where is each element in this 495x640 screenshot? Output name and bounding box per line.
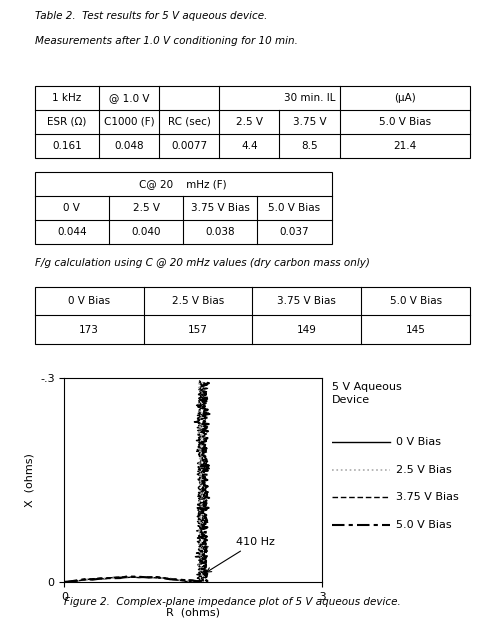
Text: ESR (Ω): ESR (Ω) [47,117,87,127]
Text: 149: 149 [297,324,317,335]
Text: 0.0077: 0.0077 [171,141,207,151]
Text: Table 2.  Test results for 5 V aqueous device.: Table 2. Test results for 5 V aqueous de… [35,11,267,20]
Text: 8.5: 8.5 [301,141,318,151]
Text: Measurements after 1.0 V conditioning for 10 min.: Measurements after 1.0 V conditioning fo… [35,36,297,46]
Text: 0.044: 0.044 [57,227,87,237]
Text: 3.75 V Bias: 3.75 V Bias [278,296,336,306]
Text: 0.037: 0.037 [280,227,309,237]
Text: 3.75 V: 3.75 V [293,117,326,127]
Text: (μA): (μA) [394,93,416,103]
Text: 3.75 V Bias: 3.75 V Bias [396,492,459,502]
Text: 5.0 V Bias: 5.0 V Bias [390,296,442,306]
Text: 4.4: 4.4 [241,141,258,151]
Text: @ 1.0 V: @ 1.0 V [109,93,149,103]
Text: 0.040: 0.040 [131,227,161,237]
Text: 0.161: 0.161 [52,141,82,151]
Text: 30 min. IL: 30 min. IL [284,93,335,103]
Text: 3.75 V Bias: 3.75 V Bias [191,203,249,213]
Text: 2.5 V: 2.5 V [236,117,263,127]
Text: 0 V Bias: 0 V Bias [396,437,441,447]
Text: 2.5 V: 2.5 V [133,203,159,213]
Text: 2.5 V Bias: 2.5 V Bias [396,465,452,475]
X-axis label: R  (ohms): R (ohms) [166,607,220,618]
Text: 157: 157 [188,324,208,335]
Text: C1000 (F): C1000 (F) [104,117,154,127]
Text: 145: 145 [406,324,426,335]
Text: 5.0 V Bias: 5.0 V Bias [396,520,452,530]
Text: 5 V Aqueous
Device: 5 V Aqueous Device [332,382,401,404]
Text: 21.4: 21.4 [394,141,416,151]
Text: 0 V: 0 V [63,203,80,213]
Text: RC (sec): RC (sec) [168,117,211,127]
Text: 5.0 V Bias: 5.0 V Bias [268,203,321,213]
Text: C@ 20    mHz (F): C@ 20 mHz (F) [139,179,227,189]
Text: F/g calculation using C @ 20 mHz values (dry carbon mass only): F/g calculation using C @ 20 mHz values … [35,258,370,268]
Text: 5.0 V Bias: 5.0 V Bias [379,117,431,127]
Text: 173: 173 [79,324,99,335]
Text: 410 Hz: 410 Hz [207,537,275,572]
Text: 2.5 V Bias: 2.5 V Bias [172,296,224,306]
Text: Figure 2.  Complex-plane impedance plot of 5 V aqueous device.: Figure 2. Complex-plane impedance plot o… [64,596,401,607]
Text: 0 V Bias: 0 V Bias [68,296,110,306]
Y-axis label: X  (ohms): X (ohms) [24,453,35,507]
Text: 0.048: 0.048 [114,141,144,151]
Text: 1 kHz: 1 kHz [52,93,82,103]
Text: 0.038: 0.038 [205,227,235,237]
